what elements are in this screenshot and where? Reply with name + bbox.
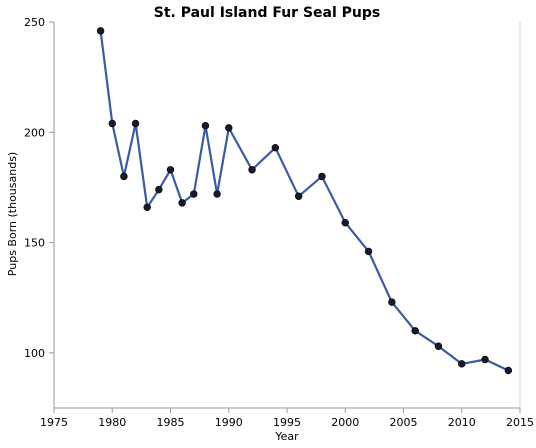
data-point	[225, 124, 233, 132]
data-point	[190, 190, 198, 198]
y-tick-label: 150	[24, 237, 45, 250]
data-point	[166, 166, 175, 174]
data-point	[458, 360, 466, 368]
x-axis-label: Year	[274, 430, 299, 443]
x-tick-label: 1995	[273, 416, 301, 429]
data-point	[248, 166, 256, 174]
data-point	[504, 366, 513, 375]
plot-frame	[53, 22, 521, 409]
data-point	[201, 121, 210, 130]
data-point	[155, 185, 163, 194]
data-point	[271, 144, 280, 152]
x-tick-label: 1975	[40, 416, 68, 429]
x-tick-label: 1980	[98, 416, 126, 429]
data-point	[411, 327, 419, 335]
y-axis-label: Pups Born (thousands)	[6, 152, 19, 276]
data-point	[108, 119, 116, 128]
y-tick-label: 250	[24, 16, 45, 29]
x-tick-label: 2015	[506, 416, 534, 429]
y-tick-label: 200	[24, 126, 45, 139]
data-point	[364, 247, 373, 256]
data-point	[341, 219, 349, 227]
y-tick-label: 100	[24, 347, 45, 360]
y-axis: 100 150 200 250	[24, 16, 54, 360]
data-point	[120, 172, 128, 181]
x-tick-label: 1985	[157, 416, 185, 429]
data-point	[434, 342, 443, 350]
chart-title: St. Paul Island Fur Seal Pups	[154, 5, 380, 21]
data-point	[481, 355, 489, 364]
series-layer	[96, 27, 513, 375]
x-tick-label: 2005	[390, 416, 418, 429]
data-point	[96, 27, 105, 35]
x-tick-label: 2000	[331, 416, 359, 429]
data-point	[143, 203, 151, 211]
data-point	[318, 172, 326, 181]
x-axis: 1975 1980 1985 1990 1995 2000 2005 2010 2015	[40, 408, 534, 429]
data-point	[388, 298, 396, 306]
series-line	[99, 30, 509, 372]
x-tick-label: 2010	[448, 416, 476, 429]
data-point	[131, 119, 140, 128]
data-point	[178, 199, 186, 207]
x-tick-label: 1990	[215, 416, 243, 429]
data-point	[213, 190, 221, 198]
data-point	[294, 192, 303, 200]
